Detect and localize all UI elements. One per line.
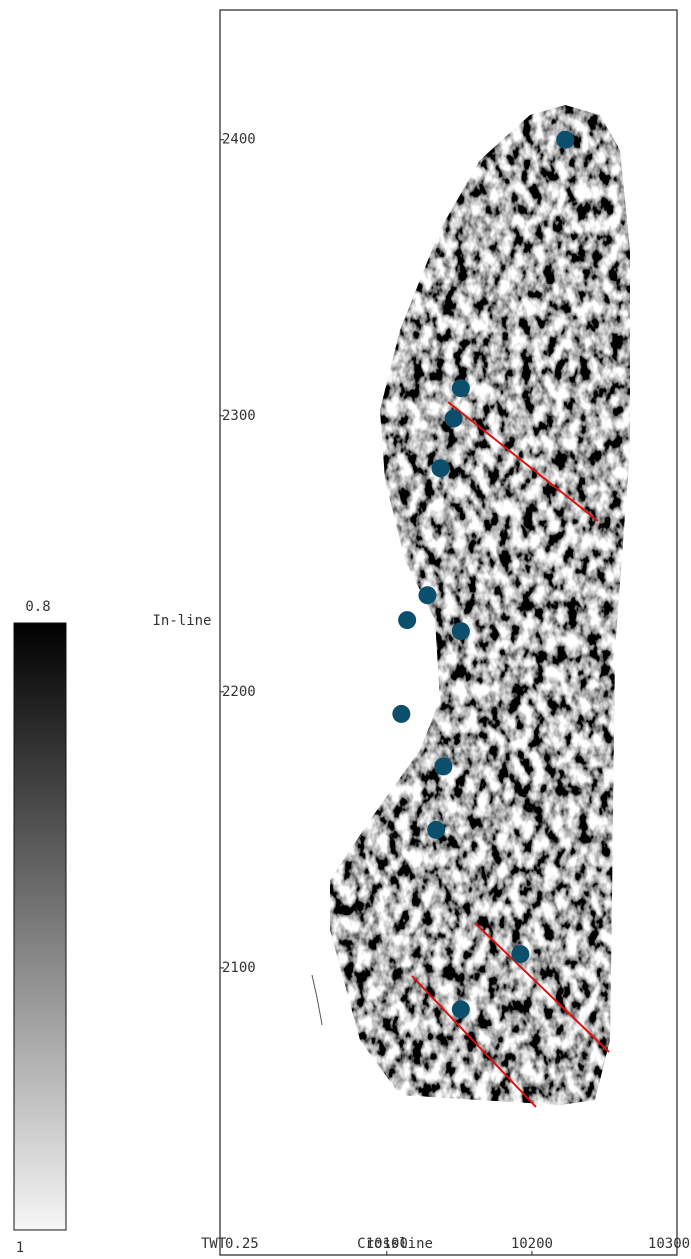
- well: [427, 821, 445, 839]
- well: [418, 586, 436, 604]
- page: {"chart_data": {"type": "scatter", "y_la…: [0, 0, 691, 1259]
- well: [392, 705, 410, 723]
- well: [432, 459, 450, 477]
- well: [556, 131, 574, 149]
- x-tick-label: 10100: [366, 1236, 408, 1252]
- well: [452, 622, 470, 640]
- well: [434, 757, 452, 775]
- y-tick-label: 2400: [222, 132, 256, 148]
- y-axis-label: In-line: [152, 613, 211, 629]
- y-tick-label: 2200: [222, 684, 256, 700]
- well: [511, 945, 529, 963]
- well: [445, 410, 463, 428]
- x-tick-label: 10300: [648, 1236, 690, 1252]
- colorbar: [14, 623, 66, 1230]
- time-value: 0.25: [225, 1236, 259, 1252]
- x-tick-label: 10200: [511, 1236, 553, 1252]
- well: [398, 611, 416, 629]
- colorbar-top-label: 0.8: [25, 599, 50, 615]
- well: [452, 379, 470, 397]
- chart: 0.8 1 In-line TWT 0.25 Crossline 2100220…: [0, 0, 691, 1259]
- colorbar-bottom-label: 1: [16, 1240, 24, 1256]
- y-tick-label: 2300: [222, 408, 256, 424]
- time-label: TWT: [201, 1236, 227, 1252]
- y-tick-label: 2100: [222, 960, 256, 976]
- well: [452, 1000, 470, 1018]
